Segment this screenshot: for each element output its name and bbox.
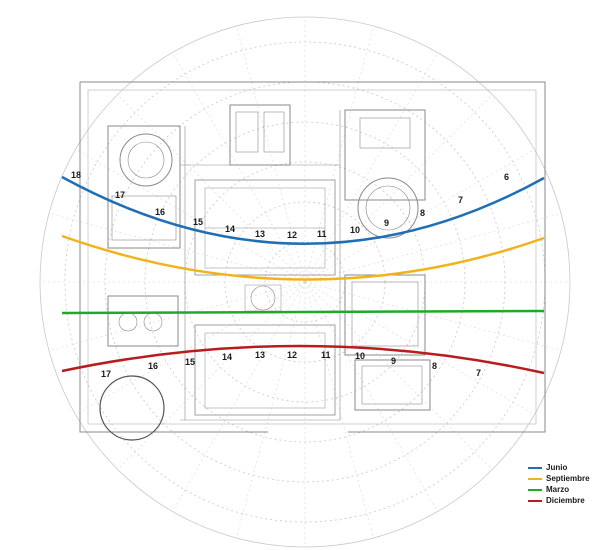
- hour-label: 15: [185, 357, 195, 367]
- hour-label: 17: [101, 369, 111, 379]
- sun-path-diciembre: [61, 344, 545, 375]
- hour-label: 9: [391, 356, 396, 366]
- hour-label: 10: [350, 225, 360, 235]
- hour-label: 16: [148, 361, 158, 371]
- legend-item-marzo: Marzo: [528, 484, 590, 495]
- azimuth-lines: [40, 17, 570, 547]
- hour-label: 13: [255, 229, 265, 239]
- hour-label: 13: [255, 350, 265, 360]
- azimuth-line: [304, 281, 493, 470]
- hour-label: 11: [317, 229, 327, 239]
- hour-labels-junio: 18 17 16 15 14 13 12 11 10 9 8 7 6: [71, 170, 509, 240]
- azimuth-line: [236, 25, 306, 283]
- azimuth-line: [117, 281, 306, 470]
- azimuth-line: [75, 281, 306, 415]
- azimuth-line: [75, 149, 306, 283]
- azimuth-line: [304, 281, 438, 512]
- hour-label: 17: [115, 190, 125, 200]
- sun-path-septiembre: [61, 234, 545, 281]
- sun-path-marzo: [61, 309, 545, 315]
- hour-label: 8: [420, 208, 425, 218]
- azimuth-line: [48, 213, 306, 283]
- azimuth-line: [304, 213, 562, 283]
- azimuth-line: [304, 25, 374, 283]
- azimuth-line: [304, 281, 562, 351]
- legend-label: Marzo: [546, 485, 570, 494]
- azimuth-line: [304, 52, 438, 283]
- hour-label: 12: [287, 230, 297, 240]
- hour-label: 18: [71, 170, 81, 180]
- hour-label: 16: [155, 207, 165, 217]
- legend-item-junio: Junio: [528, 462, 590, 473]
- legend: Junio Septiembre Marzo Diciembre: [528, 462, 590, 506]
- legend-label: Diciembre: [546, 496, 585, 505]
- legend-item-septiembre: Septiembre: [528, 473, 590, 484]
- legend-swatch: [528, 477, 542, 480]
- azimuth-line: [236, 281, 306, 539]
- azimuth-line: [304, 94, 493, 283]
- hour-label: 8: [432, 361, 437, 371]
- azimuth-line: [48, 281, 306, 351]
- hour-label: 12: [287, 350, 297, 360]
- floor-plan: [79, 81, 546, 441]
- azimuth-line: [304, 149, 535, 283]
- azimuth-line: [304, 281, 535, 415]
- hour-label: 11: [321, 350, 331, 360]
- hour-label: 7: [458, 195, 463, 205]
- hour-label: 7: [476, 368, 481, 378]
- legend-label: Septiembre: [546, 474, 590, 483]
- legend-label: Junio: [546, 463, 568, 472]
- legend-swatch: [528, 499, 542, 502]
- azimuth-line: [304, 281, 374, 539]
- legend-item-diciembre: Diciembre: [528, 495, 590, 506]
- azimuth-line: [172, 281, 306, 512]
- azimuth-line: [172, 52, 306, 283]
- hour-label: 6: [504, 172, 509, 182]
- hour-label: 15: [193, 217, 203, 227]
- hour-labels-diciembre: 17 16 15 14 13 12 11 10 9 8 7: [101, 350, 481, 379]
- hour-label: 14: [225, 224, 235, 234]
- sun-path-junio: [61, 175, 545, 245]
- hour-label: 10: [355, 351, 365, 361]
- hour-label: 9: [384, 218, 389, 228]
- legend-swatch: [528, 466, 542, 469]
- legend-swatch: [528, 488, 542, 491]
- hour-label: 14: [222, 352, 232, 362]
